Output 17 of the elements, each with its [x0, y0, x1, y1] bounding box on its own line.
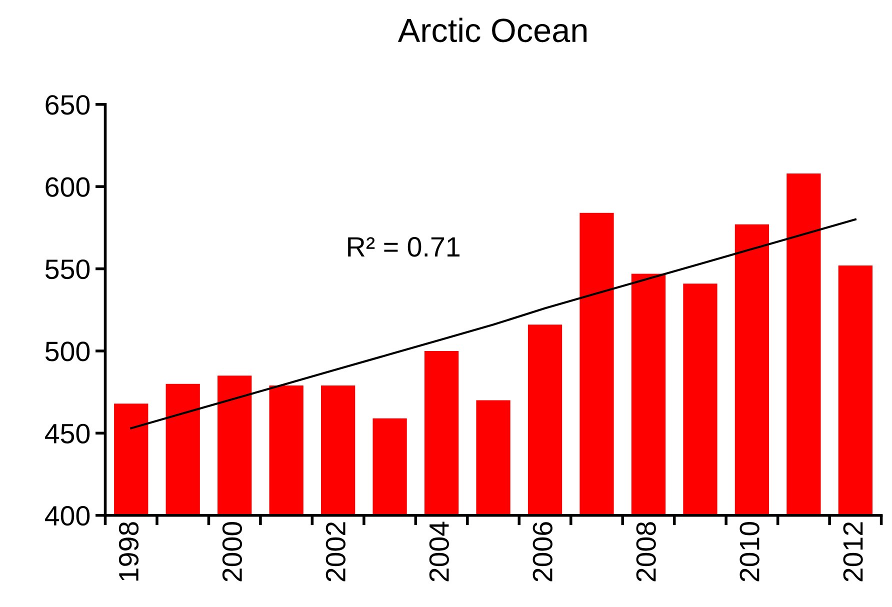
line-series	[130, 218, 856, 430]
x-tick-label: 2000	[222, 522, 242, 582]
x-tick-label: 2002	[326, 522, 346, 582]
y-tick-label: 450	[44, 424, 90, 444]
y-tick-label: 600	[46, 177, 90, 197]
x-tick-label: 2006	[532, 522, 552, 582]
y-tick-label: 650	[46, 95, 90, 115]
chart-title: Arctic Ocean	[398, 18, 587, 42]
y-tick-label: 550	[45, 259, 90, 280]
y-tick-label: 500	[45, 342, 90, 362]
x-tick-label: 2008	[636, 522, 656, 582]
x-tick-label: 2004	[429, 522, 449, 582]
x-tick-label: 2012	[843, 522, 863, 582]
x-tick-label: 1998	[118, 522, 139, 581]
x-tick-label: 2010	[740, 522, 760, 582]
annotation: R² = 0.71	[348, 237, 460, 257]
y-tick-label: 400	[44, 506, 90, 526]
